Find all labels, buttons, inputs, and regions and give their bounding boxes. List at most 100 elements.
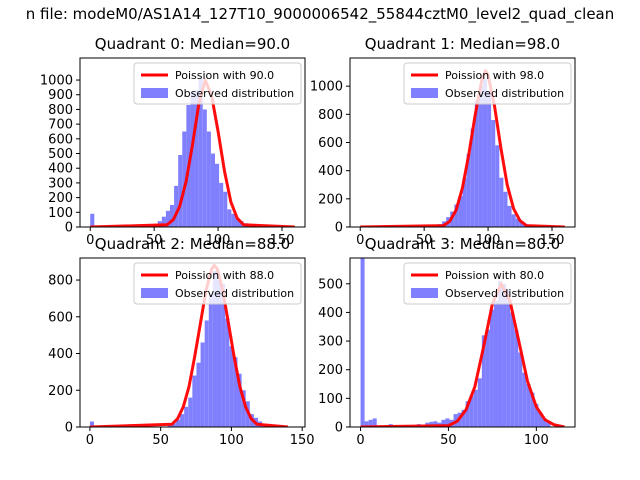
figure-suptitle: n file: modeM0/AS1A14_127T10_9000006542_…: [25, 5, 615, 23]
y-tick-label: 600: [48, 310, 73, 325]
x-tick-label: 100: [206, 233, 231, 248]
histogram-bar: [184, 406, 189, 427]
y-tick-label: 200: [318, 192, 343, 207]
histogram-bar: [233, 357, 238, 427]
histogram-bar: [546, 421, 551, 427]
legend-box: [133, 62, 302, 105]
histogram-bar: [445, 418, 450, 427]
y-tick-label: 100: [318, 392, 343, 407]
legend-bar-label: Observed distribution: [175, 87, 294, 100]
subplot-title: Quadrant 3: Median=80.0: [365, 235, 560, 253]
histogram-bar: [515, 218, 520, 227]
histogram-bar: [534, 404, 539, 427]
histogram-bar: [498, 280, 503, 427]
subplot-title: Quadrant 1: Median=98.0: [365, 35, 560, 53]
y-tick-label: 400: [48, 162, 73, 177]
axes-frame: [79, 257, 306, 428]
histogram-bar: [175, 419, 181, 427]
histogram-bar: [487, 91, 492, 227]
histogram-bar: [221, 283, 226, 427]
histogram-bar: [514, 329, 519, 427]
y-tick-label: 1000: [310, 80, 343, 95]
legend-line-label: Poission with 80.0: [445, 269, 544, 282]
y-tick-label: 0: [335, 421, 343, 436]
subplot-quadrant-0: 0 50 100 1500100200300400500600700800900100…: [40, 35, 306, 248]
y-tick-label: 800: [48, 274, 73, 289]
x-tick-label: 0: [356, 433, 364, 448]
histogram-bar: [196, 362, 201, 427]
histogram-bar: [225, 318, 230, 427]
y-tick-label: 0: [65, 421, 73, 436]
legend-line-label: Poission with 90.0: [175, 69, 274, 82]
histogram-bar: [165, 210, 170, 227]
histogram-bar: [90, 213, 95, 227]
histogram-bar: [202, 109, 207, 227]
histogram-bar: [219, 182, 224, 227]
histogram-bar: [507, 205, 512, 227]
histogram-bar: [454, 204, 459, 227]
subplot-quadrant-1: 0 50 100 150 0 200 400 600 800 1000 Quadrant 1: Me…: [310, 35, 576, 248]
histogram-bar: [171, 423, 176, 427]
histogram-bar: [210, 153, 215, 227]
histogram-bar: [538, 412, 543, 427]
histogram-bar: [372, 418, 377, 427]
y-tick-label: 1000: [40, 74, 73, 89]
histogram-bar: [473, 389, 478, 427]
legend-line-label: Poission with 98.0: [445, 69, 544, 82]
histogram-bar: [188, 397, 193, 427]
histogram-bar: [167, 425, 172, 427]
x-tick-label: 0: [86, 433, 94, 448]
x-tick-label: 100: [524, 433, 549, 448]
histogram-bar: [206, 131, 211, 227]
x-tick-label: 100: [476, 233, 501, 248]
histogram-bar: [235, 218, 240, 227]
legend-bar-swatch: [411, 288, 438, 298]
histogram-bar: [194, 90, 199, 227]
y-tick-label: 500: [318, 277, 343, 292]
histogram-bar: [368, 419, 373, 427]
histogram-bar: [522, 372, 527, 427]
histogram-bar: [170, 204, 175, 227]
histogram-bar: [482, 79, 488, 227]
y-tick-label: 600: [48, 132, 73, 147]
y-tick-label: 200: [48, 384, 73, 399]
histogram-bar: [208, 294, 213, 427]
y-tick-label: 400: [318, 306, 343, 321]
y-tick-label: 700: [48, 118, 73, 133]
legend-bar-swatch: [411, 88, 438, 98]
histogram-bar: [478, 86, 483, 227]
histogram-bar: [182, 131, 187, 227]
y-tick-label: 300: [48, 176, 73, 191]
histogram-bar: [223, 191, 228, 227]
x-tick-label: 50: [440, 433, 457, 448]
histogram-bar: [489, 309, 494, 427]
histogram-bar: [200, 342, 205, 427]
subplot-title: Quadrant 0: Median=90.0: [95, 35, 290, 53]
histogram-bar: [485, 329, 490, 427]
histogram-bar: [506, 289, 511, 427]
x-tick-label: 150: [540, 233, 565, 248]
histogram-bar: [511, 214, 516, 227]
plot-area: [90, 78, 295, 227]
histogram-bar: [198, 78, 203, 227]
histogram-bar: [215, 163, 220, 227]
histogram-bar: [502, 283, 507, 427]
legend-bar-swatch: [141, 88, 168, 98]
histogram-bar: [241, 390, 246, 427]
y-tick-label: 100: [48, 206, 73, 221]
histogram-bar: [364, 421, 369, 427]
histogram-bar: [462, 177, 467, 227]
x-tick-label: 50: [152, 433, 169, 448]
y-tick-label: 400: [318, 164, 343, 179]
histogram-bar: [174, 185, 179, 227]
histogram-bar: [470, 128, 475, 227]
histogram-bar: [216, 280, 222, 427]
histogram-bar: [503, 191, 508, 227]
histogram-bar: [433, 421, 438, 427]
histogram-bar: [441, 419, 446, 427]
histogram-bar: [526, 384, 531, 427]
histogram-bar: [493, 300, 499, 427]
histogram-bar: [204, 320, 209, 427]
legend-bar-swatch: [141, 288, 168, 298]
